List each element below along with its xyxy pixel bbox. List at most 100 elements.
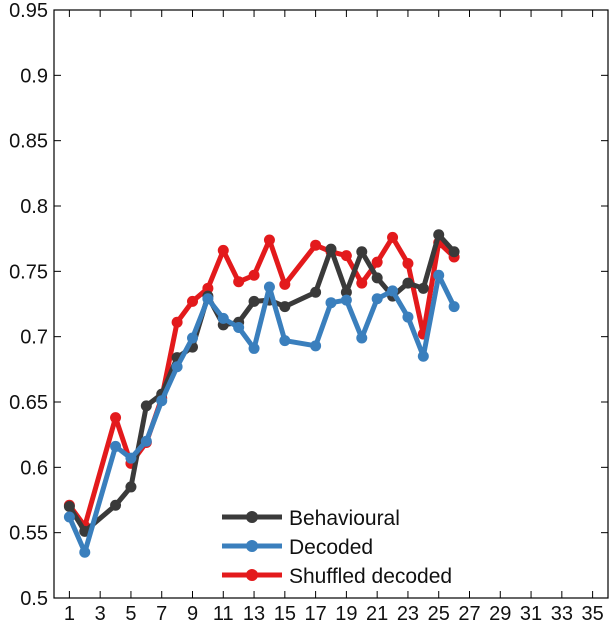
data-point-shuffled-decoded (263, 234, 275, 246)
data-point-behavioural (310, 286, 322, 298)
y-tick-label: 0.65 (9, 392, 48, 414)
data-point-behavioural (402, 277, 414, 289)
data-point-shuffled-decoded (202, 282, 214, 294)
y-tick-label: 0.85 (9, 131, 48, 153)
x-tick-label: 31 (520, 603, 542, 625)
x-tick-label: 11 (213, 603, 234, 625)
y-tick-label: 0.7 (20, 327, 48, 349)
data-point-decoded (202, 293, 214, 305)
data-point-decoded (63, 511, 75, 523)
data-point-decoded (371, 293, 383, 305)
data-point-behavioural (110, 499, 122, 511)
legend-label-shuffled-decoded: Shuffled decoded (289, 565, 452, 588)
data-point-behavioural (325, 243, 337, 255)
data-point-shuffled-decoded (279, 278, 291, 290)
data-point-behavioural (371, 272, 383, 284)
legend-marker-decoded (246, 540, 258, 552)
x-tick-label: 9 (187, 603, 198, 625)
data-point-shuffled-decoded (310, 239, 322, 251)
x-tick-label: 25 (428, 603, 450, 625)
data-point-decoded (156, 395, 168, 407)
data-point-behavioural (433, 229, 445, 241)
x-tick-label: 3 (95, 603, 106, 625)
data-point-decoded (402, 311, 414, 323)
legend-item-behavioural: Behavioural (222, 507, 400, 530)
data-point-shuffled-decoded (248, 269, 260, 281)
data-point-decoded (310, 340, 322, 352)
data-point-decoded (79, 546, 91, 558)
x-tick-label: 27 (458, 603, 480, 625)
data-point-decoded (125, 452, 137, 464)
data-point-shuffled-decoded (371, 256, 383, 268)
data-point-shuffled-decoded (171, 316, 183, 328)
legend-label-behavioural: Behavioural (289, 507, 400, 530)
data-point-decoded (279, 335, 291, 347)
legend-item-shuffled-decoded: Shuffled decoded (222, 565, 452, 588)
data-point-decoded (110, 440, 122, 452)
x-tick-label: 5 (125, 603, 136, 625)
data-point-behavioural (279, 301, 291, 313)
legend-marker-shuffled-decoded (246, 569, 258, 581)
data-point-behavioural (356, 246, 368, 258)
x-tick-label: 23 (397, 603, 419, 625)
data-point-decoded (417, 350, 429, 362)
data-point-decoded (248, 342, 260, 354)
y-tick-label: 0.55 (9, 523, 48, 545)
data-point-behavioural (140, 400, 152, 412)
data-point-behavioural (63, 501, 75, 513)
data-point-decoded (171, 361, 183, 373)
y-tick-label: 0.6 (20, 457, 48, 479)
y-tick-label: 0.95 (9, 0, 48, 22)
data-point-decoded (187, 332, 198, 344)
data-point-decoded (140, 435, 152, 447)
data-point-shuffled-decoded (187, 295, 198, 307)
y-tick-label: 0.5 (20, 588, 48, 610)
data-point-shuffled-decoded (402, 257, 414, 269)
series-decoded (63, 269, 460, 558)
series-lines (63, 229, 460, 558)
x-tick-label: 35 (581, 603, 603, 625)
x-tick-label: 1 (64, 603, 75, 625)
x-tick-label: 13 (243, 603, 265, 625)
x-tick-labels: 1 3 5 7 9 11 13 15 17 19 21 23 25 27 29 31 33 35 (64, 603, 604, 625)
y-tick-labels: 0.5 0.55 0.6 0.65 0.7 0.75 0.8 0.85 0.9 0.95 (9, 0, 48, 610)
y-tick-label: 0.9 (20, 65, 48, 87)
series-shuffled-decoded (63, 231, 460, 532)
data-point-shuffled-decoded (217, 244, 229, 256)
legend-item-decoded: Decoded (222, 536, 373, 559)
data-point-decoded (325, 297, 337, 309)
x-tick-label: 33 (551, 603, 573, 625)
data-point-behavioural (340, 286, 352, 298)
data-point-decoded (233, 322, 245, 334)
data-point-shuffled-decoded (110, 412, 122, 424)
data-point-behavioural (248, 295, 260, 307)
x-tick-label: 7 (156, 603, 167, 625)
data-point-decoded (448, 301, 460, 313)
x-tick-label: 15 (274, 603, 296, 625)
series-behavioural (63, 229, 460, 537)
y-tick-label: 0.75 (9, 261, 48, 283)
legend: Behavioural Decoded Shuffled decoded (222, 507, 452, 588)
data-point-shuffled-decoded (387, 231, 399, 243)
data-point-decoded (433, 269, 445, 281)
legend-label-decoded: Decoded (289, 536, 373, 559)
data-point-shuffled-decoded (356, 277, 368, 289)
x-tick-label: 29 (489, 603, 511, 625)
x-tick-label: 21 (366, 603, 388, 625)
data-point-behavioural (125, 481, 137, 493)
data-point-decoded (217, 312, 229, 324)
plot-frame (53, 9, 609, 599)
data-point-shuffled-decoded (340, 250, 352, 262)
data-point-decoded (340, 294, 352, 306)
x-tick-label: 17 (304, 603, 326, 625)
data-point-decoded (263, 281, 275, 293)
data-point-behavioural (448, 246, 460, 258)
data-point-decoded (356, 332, 368, 344)
y-tick-label: 0.8 (20, 196, 48, 218)
data-point-decoded (387, 285, 399, 297)
x-tick-label: 19 (335, 603, 357, 625)
data-point-shuffled-decoded (233, 276, 245, 288)
data-point-behavioural (417, 282, 429, 294)
legend-marker-behavioural (246, 511, 258, 523)
